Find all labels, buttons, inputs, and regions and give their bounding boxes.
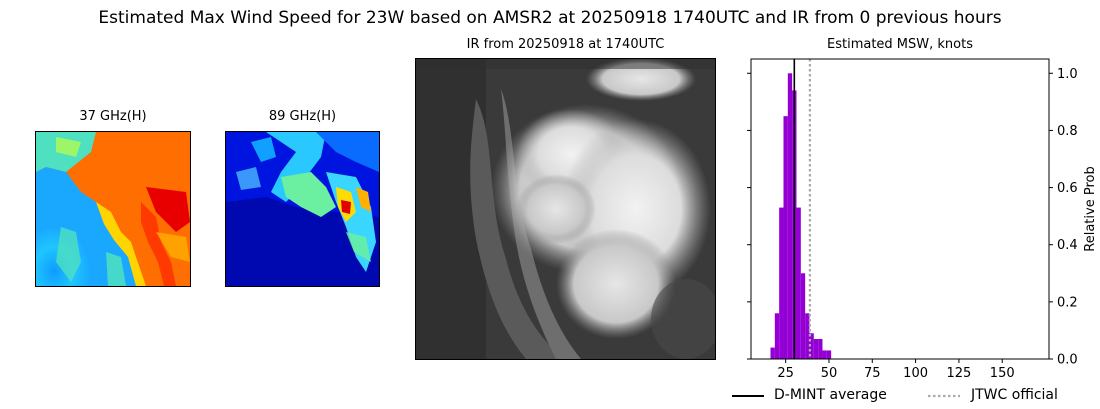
y-axis-label: Relative Prob xyxy=(1083,166,1098,251)
histogram-bar xyxy=(809,333,814,359)
y-tick-label: 0.2 xyxy=(1057,295,1078,310)
y-axis: 0.0 0.2 0.4 0.6 0.8 1.0 xyxy=(747,67,1078,368)
panel-37ghz-title: 37 GHz(H) xyxy=(79,109,147,124)
histogram-bar xyxy=(770,347,775,359)
x-tick-label: 150 xyxy=(990,366,1015,381)
chart-title: Estimated MSW, knots xyxy=(827,37,973,52)
histogram-bar xyxy=(787,73,793,360)
histogram-bar xyxy=(779,207,784,359)
y-tick-label: 0.6 xyxy=(1057,181,1078,196)
panel-89ghz-image xyxy=(225,131,380,287)
histogram-bar xyxy=(822,350,827,359)
panel-ir-title: IR from 20250918 at 1740UTC xyxy=(466,37,665,52)
legend-jtwc-label: JTWC official xyxy=(971,387,1058,403)
legend-jtwc-swatch xyxy=(928,394,960,398)
histogram-bar xyxy=(783,116,788,360)
x-axis: 25 50 75 100 125 150 xyxy=(777,359,1015,381)
plot-frame xyxy=(750,58,1050,360)
histogram-bar xyxy=(774,313,780,359)
histogram-bar xyxy=(818,339,823,359)
y-tick-label: 0.4 xyxy=(1057,238,1078,253)
figure-title: Estimated Max Wind Speed for 23W based o… xyxy=(98,8,1002,28)
x-tick-label: 75 xyxy=(864,366,881,381)
histogram-bar xyxy=(805,313,810,359)
legend-dmint-label: D-MINT average xyxy=(774,387,887,403)
legend: D-MINT average JTWC official xyxy=(732,386,1092,408)
y-tick-label: 1.0 xyxy=(1057,67,1078,82)
y-tick-label: 0.0 xyxy=(1057,353,1078,368)
y-tick-label: 0.8 xyxy=(1057,124,1078,139)
x-tick-label: 25 xyxy=(777,366,794,381)
histogram-bar xyxy=(826,350,832,359)
histogram-bars xyxy=(770,73,832,360)
histogram-bar xyxy=(813,339,819,359)
panel-89ghz-title: 89 GHz(H) xyxy=(268,109,337,124)
histogram-chart: 25 50 75 100 125 150 0.0 0.2 0.4 0.6 0.8 1.0 Relat… xyxy=(747,58,1098,381)
x-tick-label: 100 xyxy=(903,366,928,381)
panel-37ghz-image xyxy=(35,131,191,287)
x-tick-label: 125 xyxy=(946,366,971,381)
legend-dmint-swatch xyxy=(732,395,764,397)
x-tick-label: 50 xyxy=(821,366,838,381)
histogram-bar xyxy=(800,273,806,359)
histogram-bar xyxy=(796,207,801,359)
panel-ir-image xyxy=(415,58,716,360)
